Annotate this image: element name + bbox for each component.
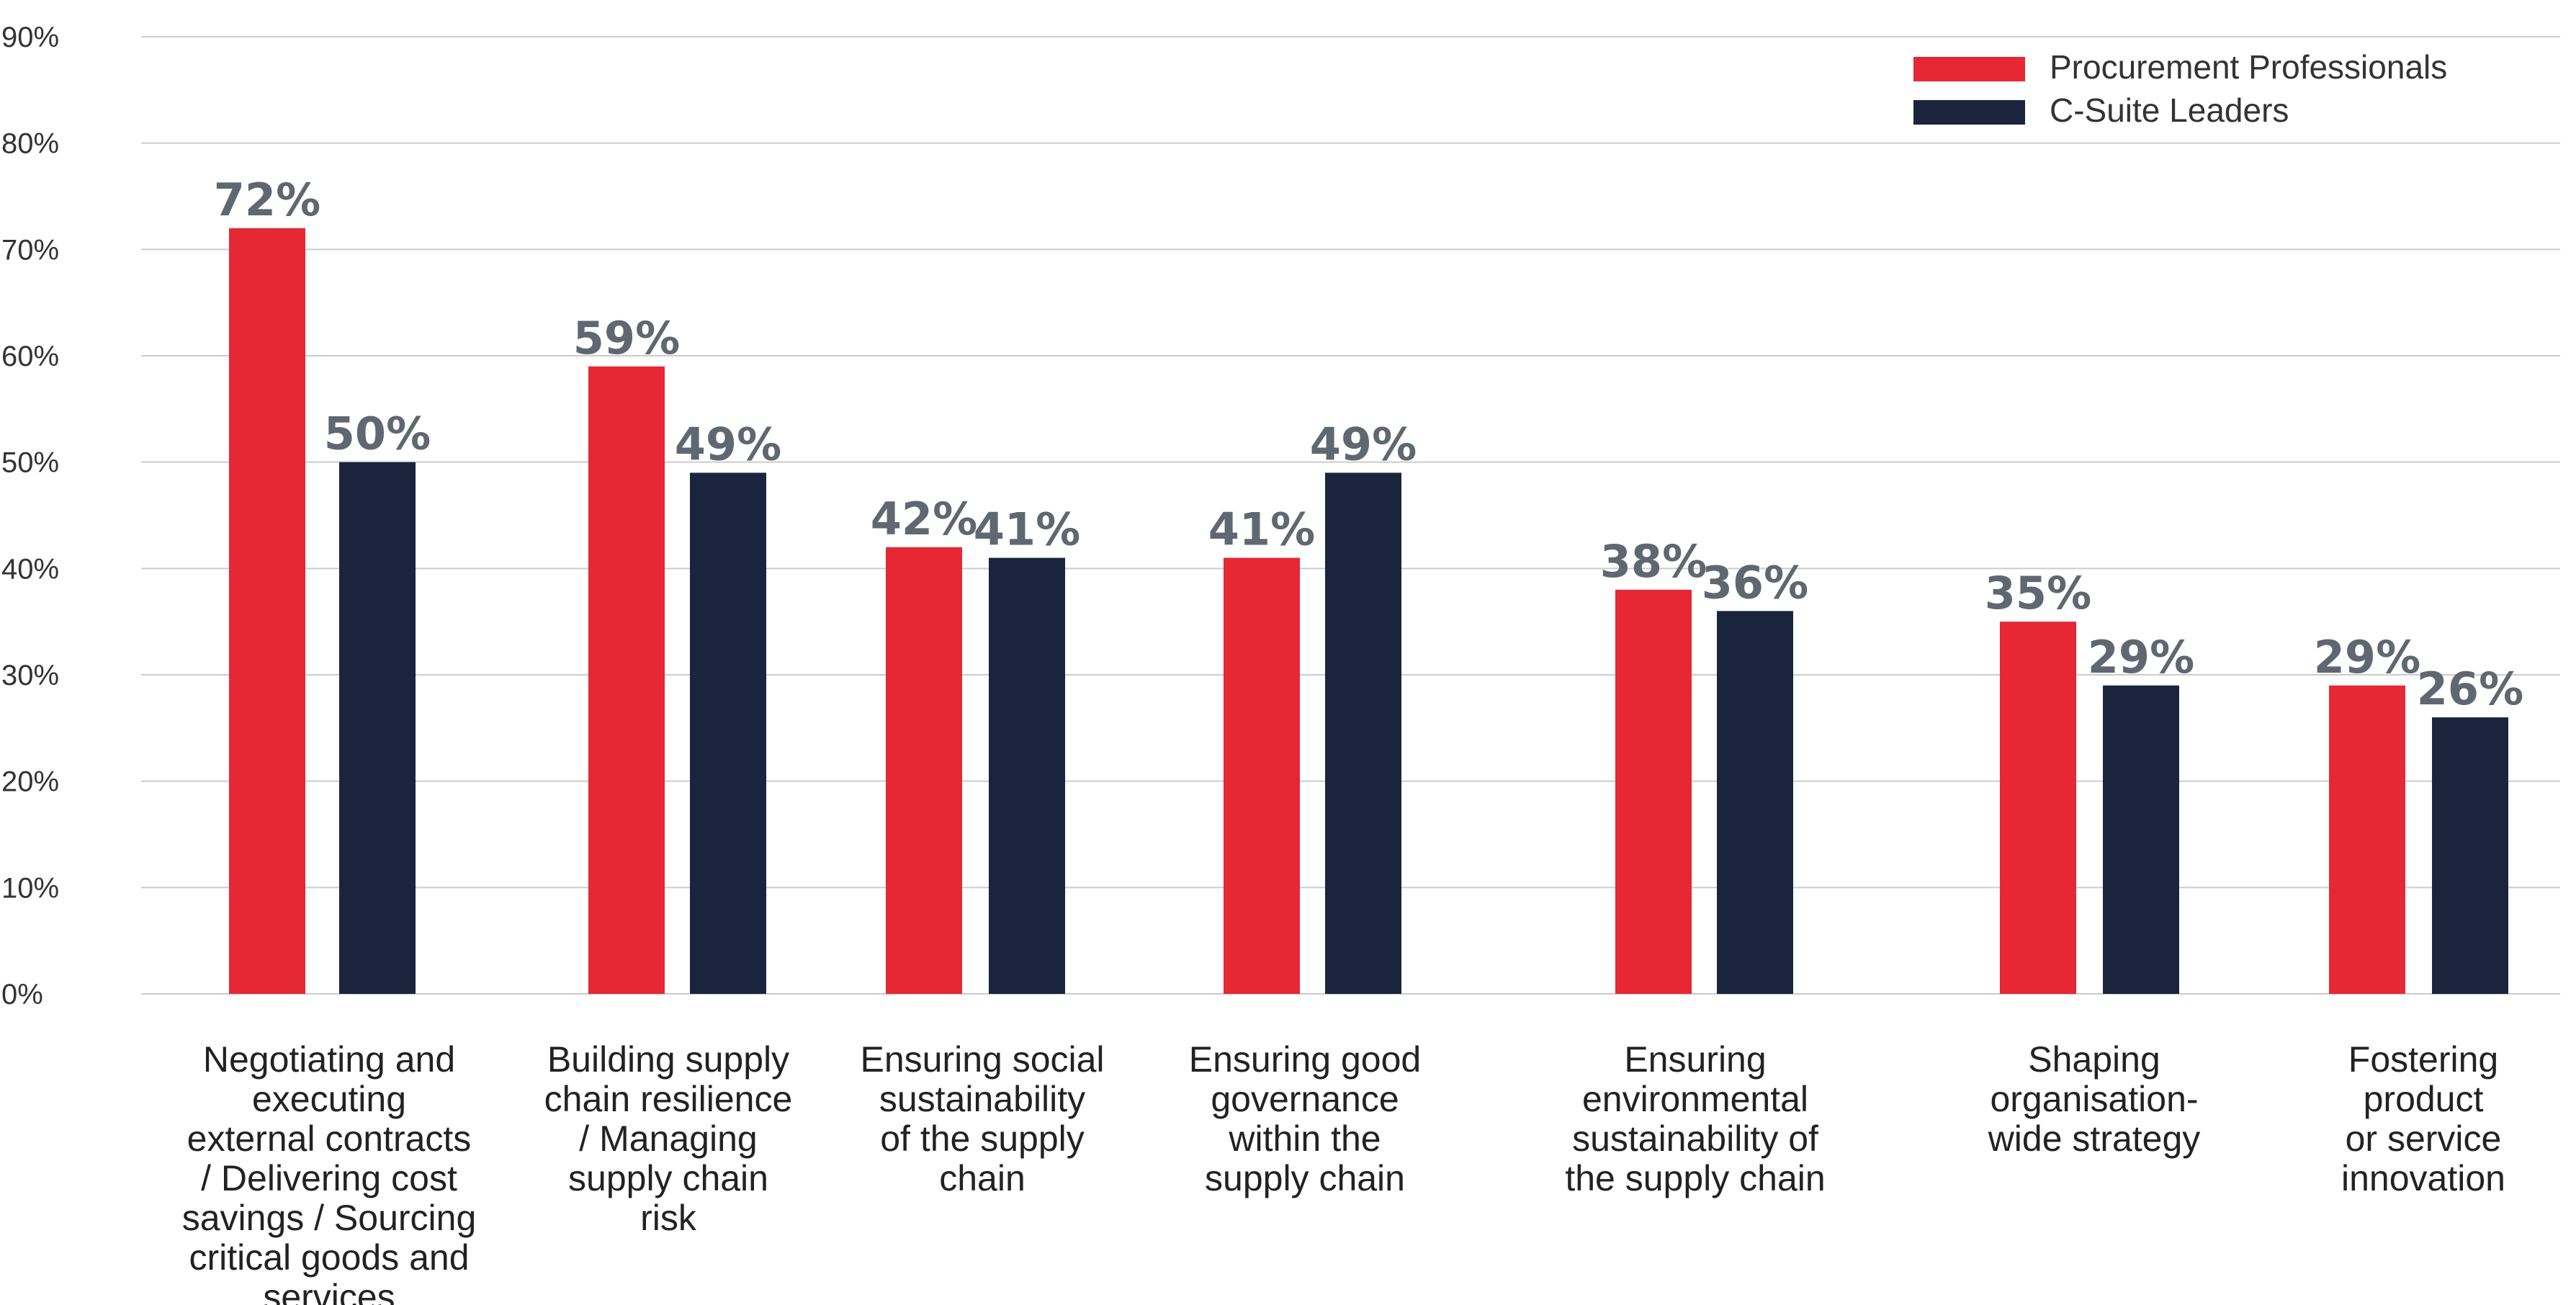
- category-label-line: product: [2364, 1079, 2484, 1119]
- category-label-line: within the: [1228, 1118, 1381, 1159]
- category-label-line: wide strategy: [1988, 1118, 2201, 1159]
- bar: [1615, 589, 1692, 994]
- category-label-line: risk: [640, 1198, 697, 1238]
- x-category-label: Negotiating and executing external contrac…: [182, 1039, 477, 1305]
- category-label-line: governance: [1211, 1079, 1399, 1119]
- x-category-label: Shaping organisation-wide strategy: [1988, 1039, 2201, 1159]
- category-label-line: chain resilience: [544, 1079, 793, 1119]
- data-label: 29%: [2088, 631, 2194, 683]
- category-label-line: the supply chain: [1565, 1158, 1825, 1198]
- bar: [339, 462, 416, 994]
- category-label-line: critical goods and: [189, 1237, 469, 1278]
- y-tick-label: 40%: [1, 553, 59, 585]
- category-label-line: environmental: [1582, 1079, 1808, 1119]
- category-label-line: services: [263, 1277, 395, 1305]
- y-tick-label: 10%: [1, 872, 59, 904]
- legend-label: Procurement Professionals: [2050, 48, 2447, 86]
- x-category-label: Ensuring social sustainability of the supp…: [860, 1039, 1104, 1198]
- y-tick-label: 30%: [1, 660, 59, 691]
- x-category-label: Ensuring environmental sustainability of th…: [1565, 1039, 1825, 1198]
- data-label: 41%: [974, 503, 1080, 556]
- category-label-line: of the supply: [880, 1118, 1085, 1159]
- data-label: 41%: [1208, 503, 1315, 556]
- bar: [1224, 557, 1300, 994]
- category-label-line: organisation-: [1990, 1079, 2198, 1119]
- category-label-line: Ensuring good: [1189, 1039, 1421, 1080]
- y-tick-label: 60%: [1, 341, 59, 372]
- data-label: 49%: [675, 418, 781, 470]
- bar: [2329, 685, 2405, 994]
- y-tick-label: 90%: [1, 22, 59, 53]
- category-label-line: Ensuring social: [860, 1039, 1104, 1080]
- category-label-line: savings / Sourcing: [182, 1198, 477, 1238]
- category-label-line: Fostering: [2348, 1039, 2498, 1080]
- bar: [588, 366, 665, 994]
- category-label-line: Ensuring: [1624, 1039, 1766, 1080]
- bar: [886, 547, 962, 994]
- category-label-line: / Managing: [579, 1118, 757, 1159]
- bar: [2000, 622, 2076, 994]
- category-label-line: supply chain: [568, 1158, 768, 1198]
- category-label-line: Shaping: [2028, 1039, 2160, 1080]
- data-label: 26%: [2417, 663, 2523, 715]
- data-label: 36%: [1702, 556, 1808, 609]
- x-category-label: Building supply chain resilience / Managin…: [544, 1039, 793, 1238]
- y-tick-label: 80%: [1, 128, 59, 160]
- category-label-line: Negotiating and: [203, 1039, 455, 1080]
- bar: [1325, 472, 1401, 994]
- y-tick-label: 70%: [1, 234, 59, 266]
- category-label-line: innovation: [2341, 1158, 2505, 1198]
- category-label-line: or service: [2346, 1118, 2502, 1159]
- bar: [989, 557, 1065, 994]
- category-label-line: chain: [939, 1158, 1026, 1198]
- data-label: 59%: [573, 312, 680, 364]
- data-label: 50%: [324, 408, 431, 460]
- category-label-line: external contracts: [187, 1118, 472, 1159]
- data-label: 38%: [1600, 535, 1707, 588]
- data-label: 29%: [2314, 631, 2420, 683]
- y-tick-label: 50%: [1, 447, 59, 479]
- x-category-label: Ensuring good governance within the supply …: [1189, 1039, 1421, 1198]
- bar: [229, 228, 305, 994]
- legend-swatch: [1913, 57, 2025, 81]
- y-tick-label: 0%: [1, 979, 43, 1010]
- y-tick-label: 20%: [1, 766, 59, 798]
- category-label-line: executing: [252, 1079, 406, 1119]
- bar: [690, 472, 766, 994]
- category-label-line: sustainability of: [1572, 1118, 1818, 1159]
- category-label-line: / Delivering cost: [201, 1158, 457, 1198]
- category-label-line: sustainability: [879, 1079, 1085, 1119]
- legend-swatch: [1913, 100, 2025, 125]
- category-label-line: Building supply: [547, 1039, 789, 1080]
- bar: [2432, 717, 2508, 994]
- data-label: 49%: [1310, 418, 1417, 470]
- x-category-label: Fostering product or service innovation: [2341, 1039, 2505, 1198]
- bar: [1717, 611, 1793, 994]
- bar: [2103, 685, 2179, 994]
- data-label: 35%: [1985, 567, 2091, 619]
- category-label-line: supply chain: [1205, 1158, 1405, 1198]
- data-label: 72%: [214, 174, 320, 226]
- data-label: 42%: [871, 493, 977, 545]
- legend-label: C-Suite Leaders: [2050, 91, 2289, 129]
